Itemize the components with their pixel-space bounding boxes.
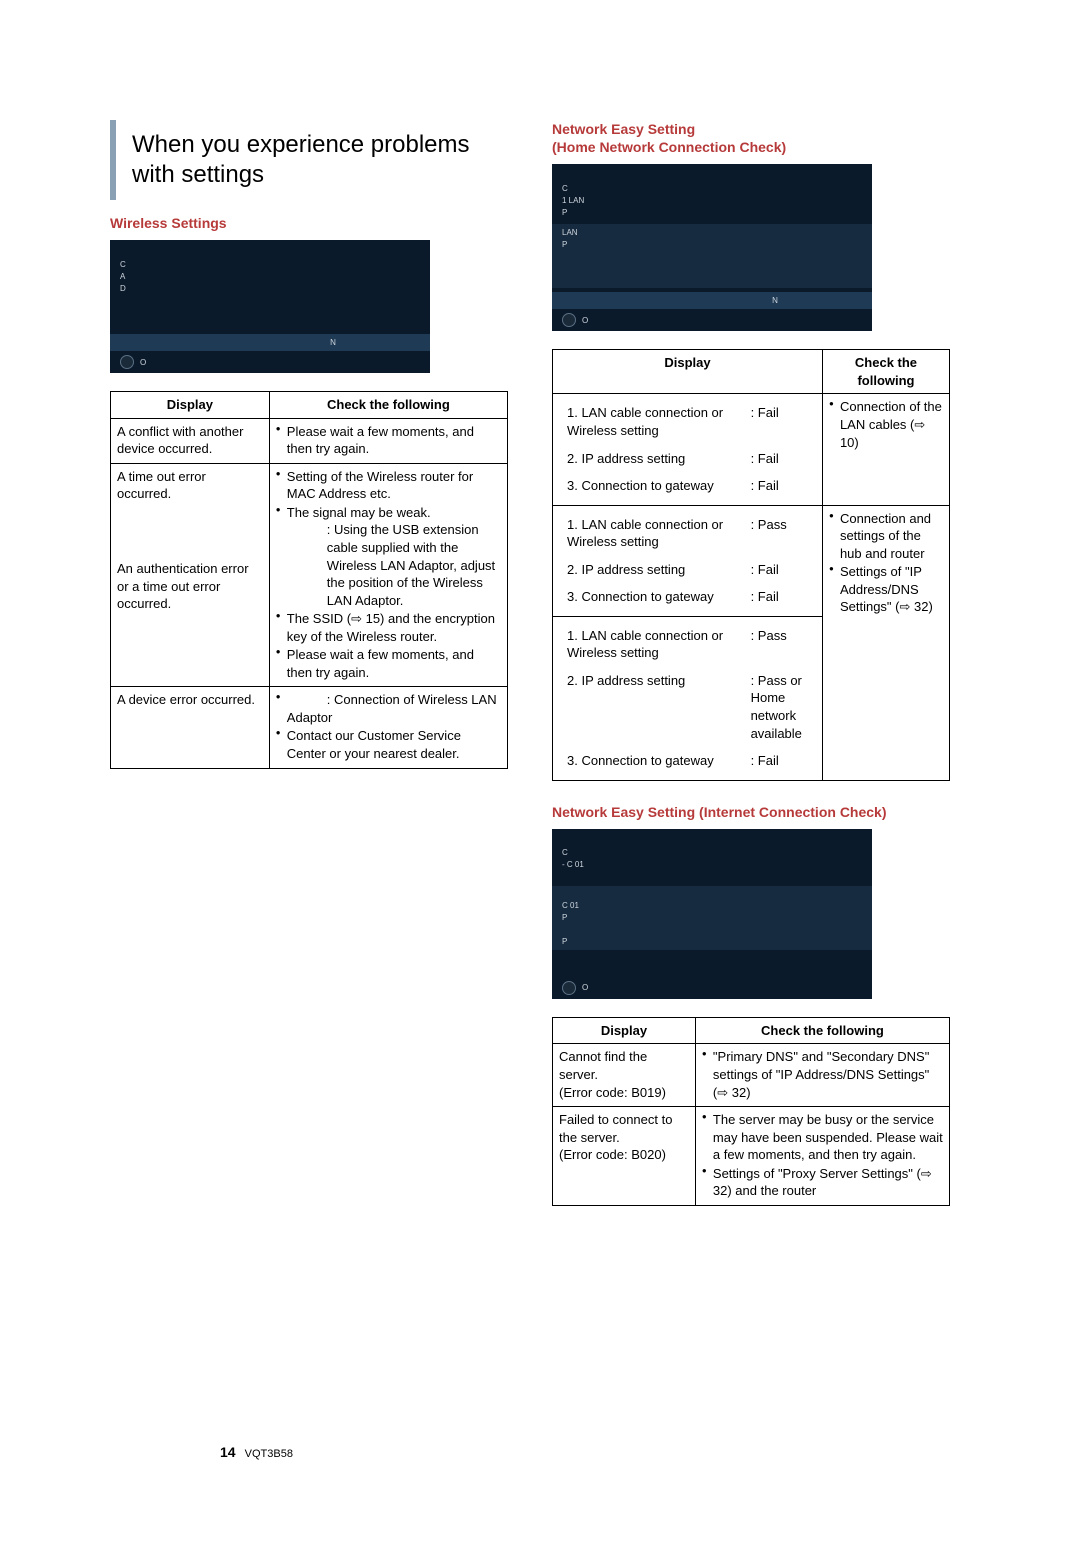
hs-btn-right: N [701,294,848,307]
ws-line: C [120,260,265,269]
cell-display: An authentication error or a time out er… [111,556,270,687]
page-number: 14 [220,1444,236,1460]
bullet: "Primary DNS" and "Secondary DNS" settin… [702,1048,943,1101]
th-check: Check the following [695,1017,949,1044]
is-ok: O [582,983,588,992]
bullet: Connection of the LAN cables (⇨ 10) [829,398,943,451]
wireless-title: Wireless Settings [110,214,508,232]
table-row: 1. LAN cable connection or Wireless sett… [553,394,950,505]
table-row: A time out error occurred. Setting of th… [111,463,508,556]
hs-line: P [562,240,707,249]
section-heading: When you experience problems with settin… [110,120,508,200]
home-table: Display Check the following 1. LAN cable… [552,349,950,780]
table-row: A device error occurred. : Connection of… [111,687,508,768]
bullet: Settings of "Proxy Server Settings" (⇨ 3… [702,1165,943,1200]
heading-text: When you experience problems with settin… [132,130,492,190]
bullet: Contact our Customer Service Center or y… [276,727,501,762]
cell-display: A time out error occurred. [111,463,270,556]
bullet-sub: : Using the USB extension cable supplied… [287,521,501,609]
home-title-1: Network Easy Setting [552,121,695,137]
hs-line: P [562,208,707,217]
cell-check: : Connection of Wireless LAN Adaptor Con… [269,687,507,768]
ws-line: D [120,284,265,293]
table-row: 1. LAN cable connection or Wireless sett… [553,505,950,616]
bullet: The signal may be weak. : Using the USB … [276,504,501,609]
wireless-screenshot: C A D N O [110,240,430,373]
th-display: Display [111,392,270,419]
cell-display: A conflict with another device occurred. [111,418,270,463]
cell-check: Connection of the LAN cables (⇨ 10) [822,394,949,505]
page-footer: 14 VQT3B58 [220,1444,293,1460]
ws-btn-right: N [259,336,406,349]
is-line: P [562,913,707,922]
bullet: Please wait a few moments, and then try … [276,423,501,458]
hs-line: 1 LAN [562,196,707,205]
hs-ok: O [582,316,588,325]
ws-btn-left [110,341,257,345]
is-line: P [562,937,707,946]
th-check: Check the following [269,392,507,419]
th-display: Display [553,1017,696,1044]
bullet: Please wait a few moments, and then try … [276,646,501,681]
disc-icon [562,313,576,327]
home-title: Network Easy Setting (Home Network Conne… [552,120,950,156]
is-line: C [562,848,707,857]
table-row: Cannot find the server. (Error code: B01… [553,1044,950,1107]
doc-code: VQT3B58 [245,1448,293,1460]
inet-table: Display Check the following Cannot find … [552,1017,950,1206]
is-line: C 01 [562,901,707,910]
bullet: The SSID (⇨ 15) and the encryption key o… [276,610,501,645]
cell-display: 1. LAN cable connection or Wireless sett… [553,505,823,616]
bullet: Setting of the Wireless router for MAC A… [276,468,501,503]
disc-icon [120,355,134,369]
cell-check: Connection and settings of the hub and r… [822,505,949,780]
cell-display: 1. LAN cable connection or Wireless sett… [553,394,823,505]
cell-check: "Primary DNS" and "Secondary DNS" settin… [695,1044,949,1107]
cell-check: The server may be busy or the service ma… [695,1107,949,1206]
ws-line: A [120,272,265,281]
hs-line: LAN [562,228,707,237]
table-row: Failed to connect to the server. (Error … [553,1107,950,1206]
wireless-table: Display Check the following A conflict w… [110,391,508,768]
inet-screenshot: C - C 01 C 01 P P O [552,829,872,999]
th-display: Display [553,350,823,394]
hs-btn-left [552,299,699,303]
bullet: The server may be busy or the service ma… [702,1111,943,1164]
cell-display: 1. LAN cable connection or Wireless sett… [553,616,823,780]
bullet: : Connection of Wireless LAN Adaptor [276,691,501,726]
cell-display: Cannot find the server. (Error code: B01… [553,1044,696,1107]
th-check: Check the following [822,350,949,394]
ws-ok: O [140,358,146,367]
cell-display: Failed to connect to the server. (Error … [553,1107,696,1206]
bullet: Settings of "IP Address/DNS Settings" (⇨… [829,563,943,616]
home-title-2: (Home Network Connection Check) [552,139,786,155]
table-row: A conflict with another device occurred.… [111,418,508,463]
home-screenshot: C 1 LAN P LAN P N O [552,164,872,331]
hs-line: C [562,184,707,193]
cell-display: A device error occurred. [111,687,270,768]
bullet: Connection and settings of the hub and r… [829,510,943,563]
disc-icon [562,981,576,995]
is-line: - C 01 [562,860,707,869]
cell-check: Please wait a few moments, and then try … [269,418,507,463]
cell-check: Setting of the Wireless router for MAC A… [269,463,507,687]
inet-title: Network Easy Setting (Internet Connectio… [552,803,950,821]
